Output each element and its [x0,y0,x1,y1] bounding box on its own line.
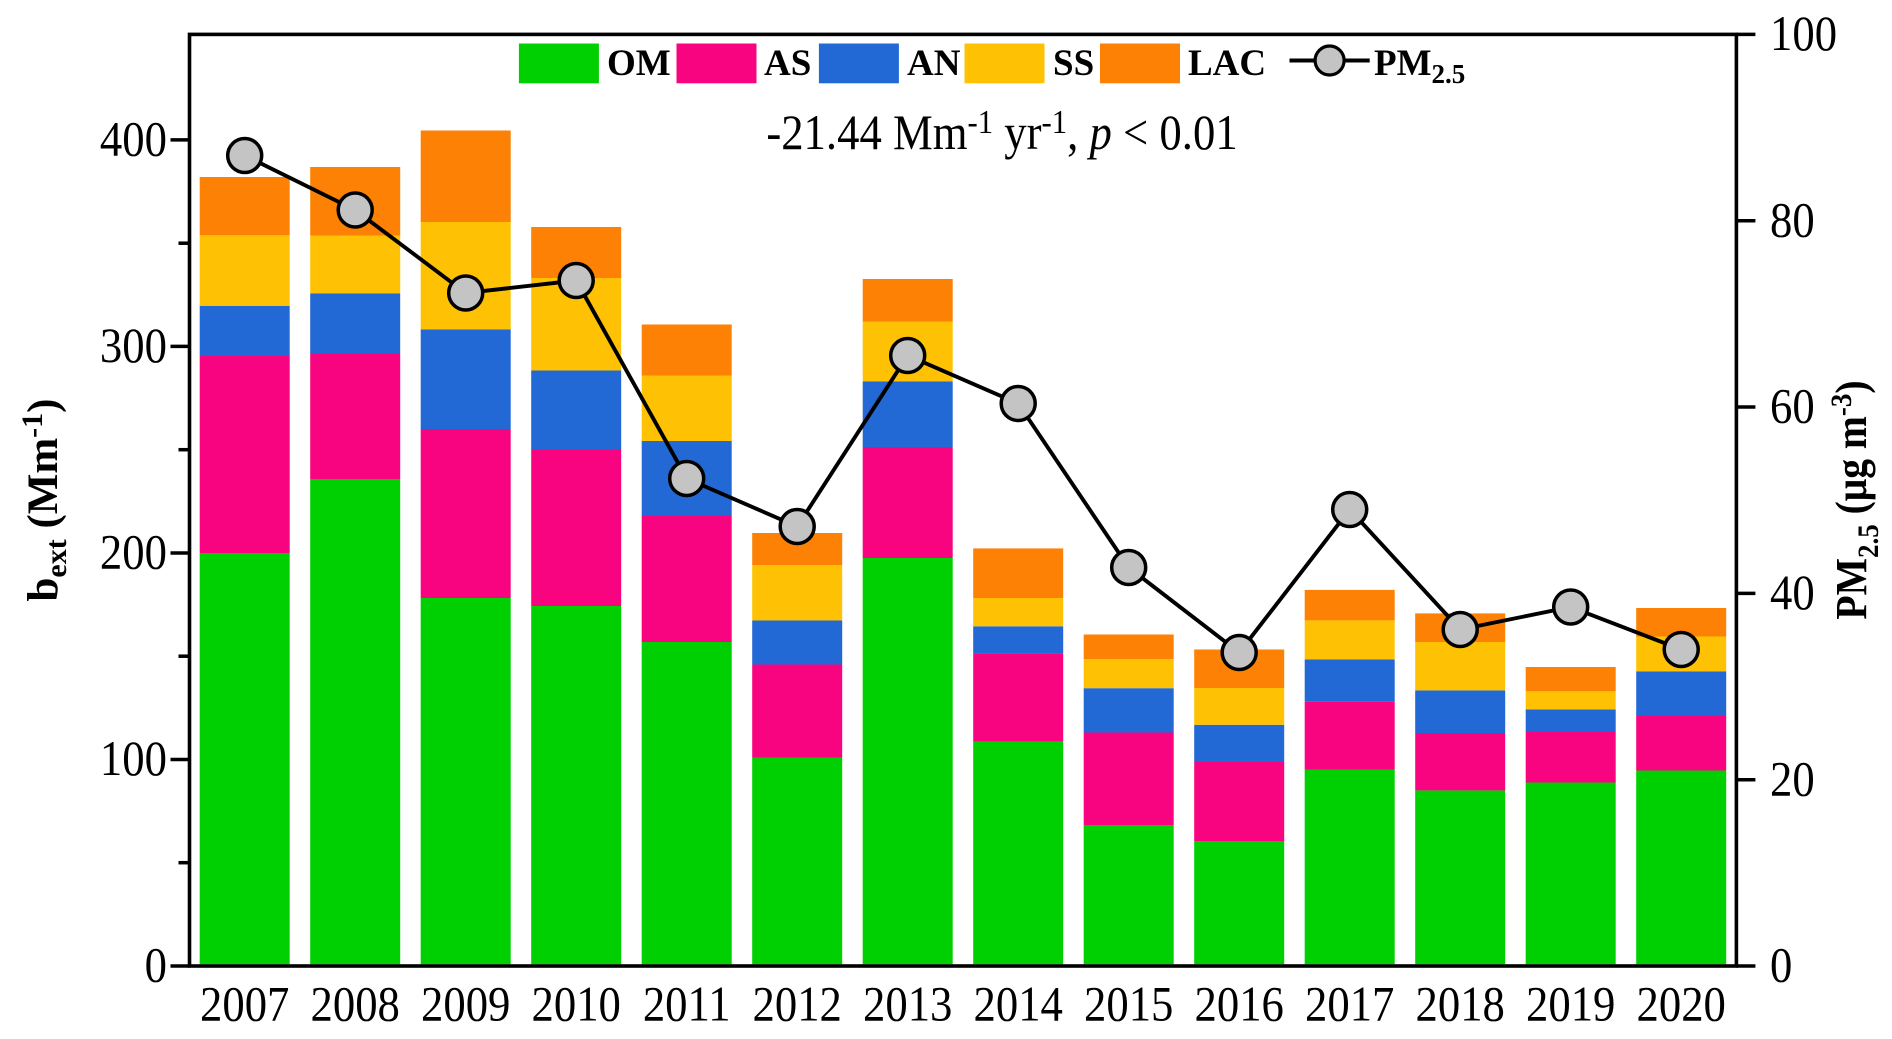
svg-text:300: 300 [100,319,167,374]
svg-text:2007: 2007 [200,978,289,1033]
svg-text:80: 80 [1770,193,1815,248]
svg-text:PM2.5 (μg m-3): PM2.5 (μg m-3) [1826,380,1886,619]
svg-text:60: 60 [1770,380,1815,435]
svg-text:OM: OM [607,43,671,84]
svg-text:2010: 2010 [531,978,620,1033]
svg-text:2014: 2014 [973,978,1062,1033]
svg-text:2009: 2009 [421,978,510,1033]
svg-text:100: 100 [1770,7,1837,62]
svg-text:2018: 2018 [1415,978,1504,1033]
svg-text:2012: 2012 [752,978,841,1033]
svg-text:100: 100 [100,732,167,787]
svg-text:SS: SS [1053,43,1094,84]
svg-text:40: 40 [1770,566,1815,621]
svg-text:2020: 2020 [1636,978,1725,1033]
svg-text:2008: 2008 [310,978,399,1033]
svg-text:2016: 2016 [1194,978,1283,1033]
svg-text:2013: 2013 [863,978,952,1033]
svg-text:20: 20 [1770,752,1815,807]
svg-text:AN: AN [907,43,961,84]
svg-text:AS: AS [764,43,811,84]
svg-text:2019: 2019 [1526,978,1615,1033]
svg-text:200: 200 [100,526,167,581]
svg-text:LAC: LAC [1188,43,1266,84]
svg-text:400: 400 [100,113,167,168]
svg-text:2017: 2017 [1305,978,1394,1033]
svg-text:0: 0 [145,939,167,994]
svg-text:2011: 2011 [643,978,731,1033]
svg-text:0: 0 [1770,939,1792,994]
svg-text:2015: 2015 [1084,978,1173,1033]
svg-text:-21.44 Mm-1 yr-1, p < 0.01: -21.44 Mm-1 yr-1, p < 0.01 [766,104,1237,161]
